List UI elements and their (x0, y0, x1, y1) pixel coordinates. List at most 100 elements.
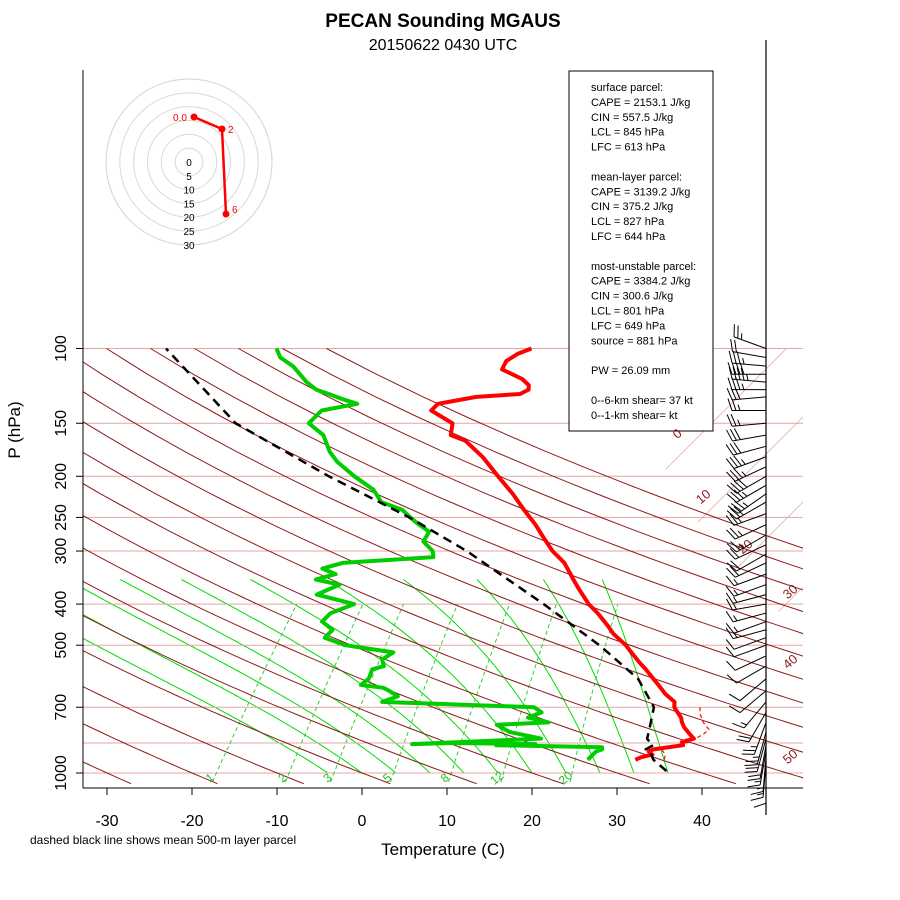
stats-line: mean-layer parcel: (591, 171, 682, 183)
dry-adiabat-line (83, 451, 803, 753)
wind-barb-feather (740, 367, 745, 381)
hodograph-ring-label: 0 (186, 158, 192, 169)
wind-barb (725, 513, 767, 526)
mixing-ratio-line (448, 603, 510, 783)
dry-adiabat-line (83, 615, 477, 785)
wind-barb-half-feather (733, 596, 738, 603)
wind-barb-feather (729, 547, 740, 558)
wind-barb-half-feather (738, 543, 744, 549)
wind-barb-feather (730, 387, 737, 400)
wind-barb-feather (729, 456, 739, 468)
stats-line: CIN = 300.6 J/kg (591, 291, 673, 303)
y-tick-label: 300 (53, 538, 70, 565)
wind-barb-shaft (733, 336, 767, 349)
y-tick-label: 100 (53, 335, 70, 362)
moist-adiabat-line (601, 579, 669, 774)
wind-barb (726, 534, 767, 553)
wind-barb-feather (728, 366, 733, 380)
wind-barb-half-feather (737, 530, 743, 536)
wind-barb (725, 627, 767, 640)
mixing-ratio-line (284, 603, 364, 783)
wind-barb-shaft (739, 690, 767, 713)
wind-barb-feather (726, 529, 736, 540)
x-tick-label: -20 (180, 813, 203, 830)
dry-adiabat-label: 50 (780, 746, 801, 767)
wind-barb-feather (729, 443, 738, 455)
wind-barb-feather (753, 802, 767, 808)
wind-barb-shaft (753, 722, 767, 755)
mixing-ratio-line (330, 603, 405, 783)
hodograph-ring (105, 78, 273, 246)
wind-barb (726, 414, 767, 427)
hodograph-ring (119, 92, 259, 232)
wind-barb-shaft (733, 644, 767, 658)
wind-barb (728, 350, 767, 367)
wind-barb-feather (735, 362, 741, 375)
wind-barb (726, 562, 767, 578)
wind-barb (725, 584, 767, 597)
mixing-ratio-line (500, 603, 557, 783)
wind-barb-feather (745, 760, 759, 763)
wind-barb-shaft (734, 562, 767, 578)
dry-adiabat-line (282, 348, 803, 570)
chart-title: PECAN Sounding MGAUS (325, 11, 560, 32)
wind-barb-half-feather (740, 722, 747, 726)
wind-barb-shaft (732, 603, 767, 611)
wind-barb-shaft (732, 396, 767, 401)
y-ticks: 100 150 200 250 300 400 500 700 1000 (53, 335, 83, 791)
wind-barb-shaft (733, 612, 767, 623)
wind-barb-half-feather (746, 374, 749, 381)
moist-adiabat-line (250, 579, 499, 774)
dry-adiabats-light (83, 348, 803, 628)
wind-barb-feather (750, 796, 764, 801)
footnote: dashed black line shows mean 500-m layer… (30, 833, 296, 847)
wind-barb-feather (726, 414, 733, 427)
dry-adiabat-line (150, 348, 803, 635)
wind-barb-feather (728, 693, 741, 702)
wind-barb-feather (733, 455, 742, 467)
moist-adiabat-line (83, 587, 397, 774)
wind-barb-feather (725, 586, 735, 597)
wind-barb-half-feather (737, 404, 741, 411)
wind-barb-shaft (733, 445, 767, 456)
wind-barb-feather (736, 367, 741, 380)
wind-barb-feather (733, 480, 744, 490)
wind-barb (727, 377, 766, 391)
x-axis-label: Temperature (C) (381, 840, 505, 859)
wind-barb-feather (726, 674, 737, 684)
wind-barb-feather (726, 543, 737, 553)
hodograph-ring-label: 30 (183, 241, 195, 252)
wind-barb-feather (725, 458, 735, 469)
dry-adiabat-line (83, 580, 564, 785)
wind-barb-shaft (732, 351, 767, 358)
wind-barb-shaft (733, 456, 767, 469)
wind-barb-feather (733, 442, 742, 454)
stats-line: 0--6-km shear= 37 kt (591, 395, 693, 407)
wind-barb-feather (733, 506, 744, 516)
wind-barb-feather (736, 738, 750, 743)
y-axis-label: P (hPa) (5, 401, 24, 458)
wind-barb-feather (725, 575, 735, 587)
wind-barb-feather (733, 468, 743, 479)
dry-adiabat-label: 30 (780, 581, 801, 602)
wind-barb-half-feather (741, 471, 747, 477)
hodograph-point (190, 113, 198, 121)
dry-adiabat-line (83, 361, 803, 680)
wind-barb (726, 544, 767, 560)
wind-barb-feather (725, 639, 735, 650)
wind-barb-shaft (737, 493, 767, 514)
wind-barb-feather (744, 770, 758, 773)
moist-adiabat-line (83, 637, 329, 774)
wind-barb-shaft (733, 621, 767, 634)
stats-line: LFC = 644 hPa (591, 231, 666, 243)
wind-barb-feather (728, 705, 741, 714)
wind-barb-feather (729, 513, 739, 525)
dry-adiabat-line (83, 421, 803, 728)
wind-barb-feather (729, 527, 740, 538)
stats-line: most-unstable parcel: (591, 261, 696, 273)
wind-barb-feather (725, 627, 734, 639)
mixing-ratio-label: 20 (556, 768, 575, 788)
isotherm-light (83, 348, 277, 628)
wind-barb-shaft (736, 475, 767, 494)
stats-line: CIN = 557.5 J/kg (591, 112, 673, 124)
